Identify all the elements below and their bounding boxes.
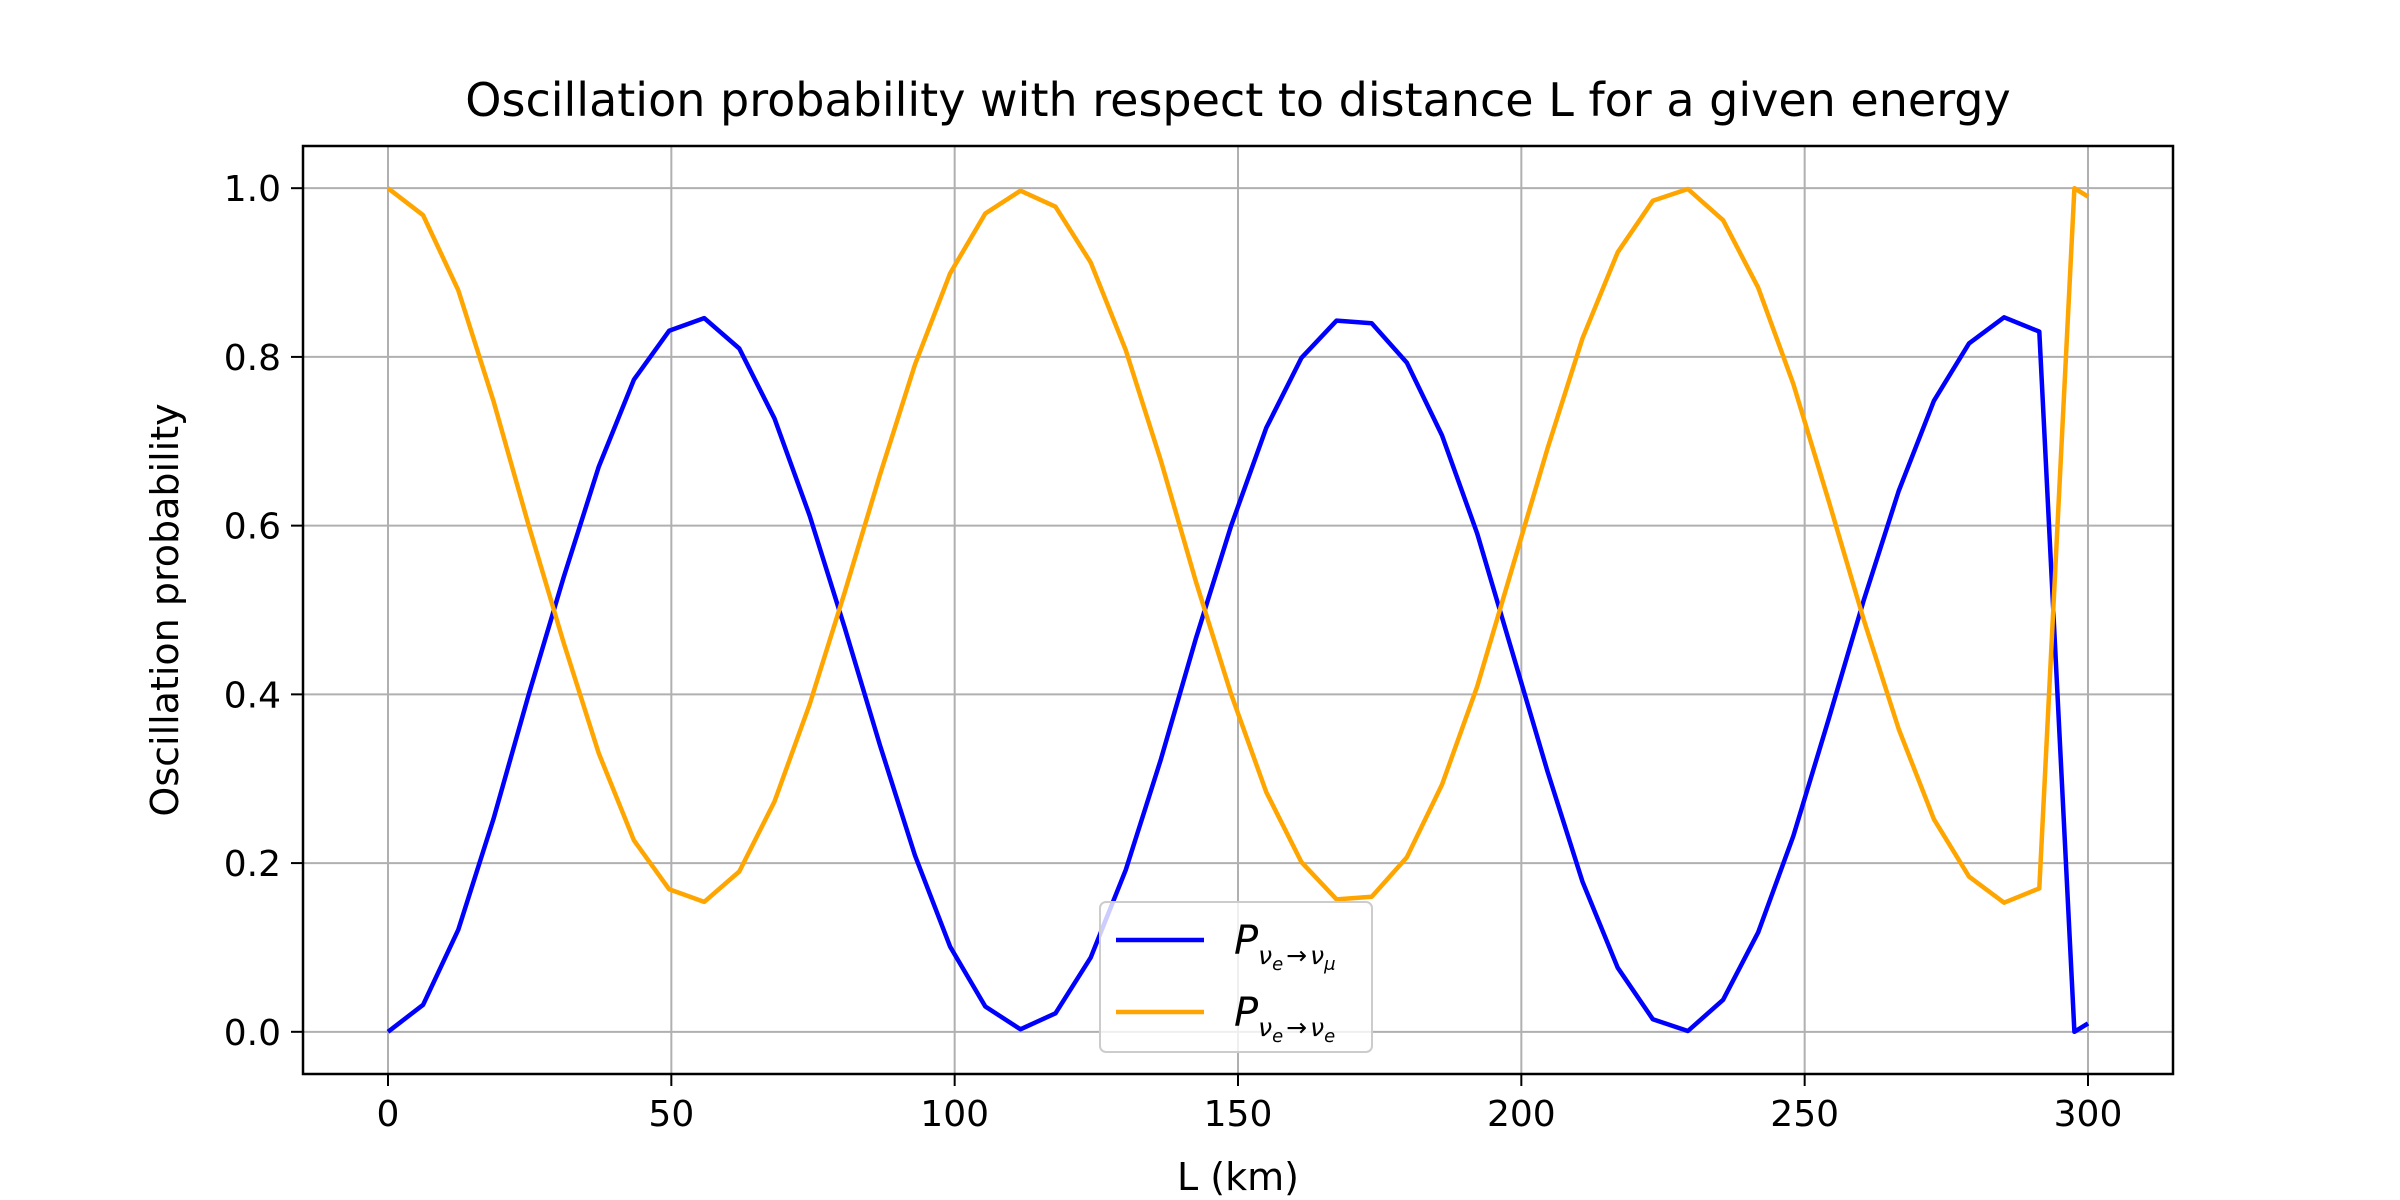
x-tick-label: 250 xyxy=(1770,1094,1839,1135)
y-tick-label: 0.2 xyxy=(224,844,281,885)
series-line-nue-to-numu xyxy=(386,315,2090,1035)
series-lines xyxy=(386,185,2090,1035)
legend-label: Pνe → νμ xyxy=(1234,918,1336,975)
y-tick-label: 0.8 xyxy=(224,338,281,379)
y-axis: 0.0 0.2 0.4 0.6 0.8 1.0 xyxy=(224,169,303,1054)
y-tick-label: 1.0 xyxy=(224,169,281,210)
y-tick-label: 0.0 xyxy=(224,1013,281,1054)
grid xyxy=(303,146,2173,1074)
legend: Pνe → νμ Pνe → νe xyxy=(1099,901,1373,1053)
x-axis: 0 50 100 150 200 250 300 xyxy=(377,1074,2123,1135)
x-tick-label: 200 xyxy=(1487,1094,1556,1135)
x-tick-label: 150 xyxy=(1204,1094,1273,1135)
series-line-nue-to-nue xyxy=(386,185,2090,905)
x-tick-label: 300 xyxy=(2054,1094,2123,1135)
y-tick-label: 0.4 xyxy=(224,675,281,716)
legend-label: Pνe → νe xyxy=(1234,990,1335,1047)
chart-title: Oscillation probability with respect to … xyxy=(465,73,2010,127)
y-axis-label: Oscillation probability xyxy=(143,403,187,816)
x-axis-label: L (km) xyxy=(1177,1155,1299,1199)
x-tick-label: 0 xyxy=(377,1094,400,1135)
y-tick-label: 0.6 xyxy=(224,507,281,548)
x-tick-label: 100 xyxy=(920,1094,989,1135)
x-tick-label: 50 xyxy=(648,1094,694,1135)
